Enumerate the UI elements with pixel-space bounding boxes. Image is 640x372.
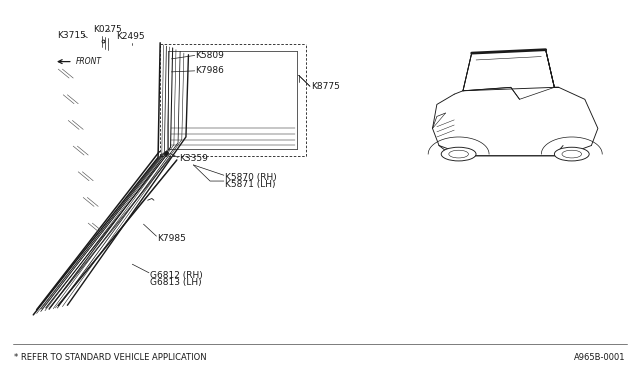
Text: * REFER TO STANDARD VEHICLE APPLICATION: * REFER TO STANDARD VEHICLE APPLICATION — [14, 353, 207, 362]
Text: K3715: K3715 — [58, 31, 86, 40]
Text: K5871 (LH): K5871 (LH) — [225, 180, 275, 189]
Ellipse shape — [562, 150, 582, 158]
Ellipse shape — [441, 147, 476, 161]
Text: K7986: K7986 — [196, 66, 225, 76]
Ellipse shape — [554, 147, 589, 161]
Text: K5809: K5809 — [196, 51, 225, 60]
Text: FRONT: FRONT — [76, 57, 102, 66]
Text: K0275: K0275 — [93, 25, 122, 33]
Text: K7985: K7985 — [157, 234, 186, 243]
Text: K2495: K2495 — [116, 32, 144, 41]
Text: K3359: K3359 — [179, 154, 208, 163]
Text: G6812 (RH): G6812 (RH) — [150, 271, 202, 280]
Text: K5870 (RH): K5870 (RH) — [225, 173, 276, 182]
Text: K8775: K8775 — [311, 82, 340, 91]
Ellipse shape — [449, 150, 468, 158]
Text: A965B-0001: A965B-0001 — [575, 353, 626, 362]
Text: G6813 (LH): G6813 (LH) — [150, 278, 202, 287]
